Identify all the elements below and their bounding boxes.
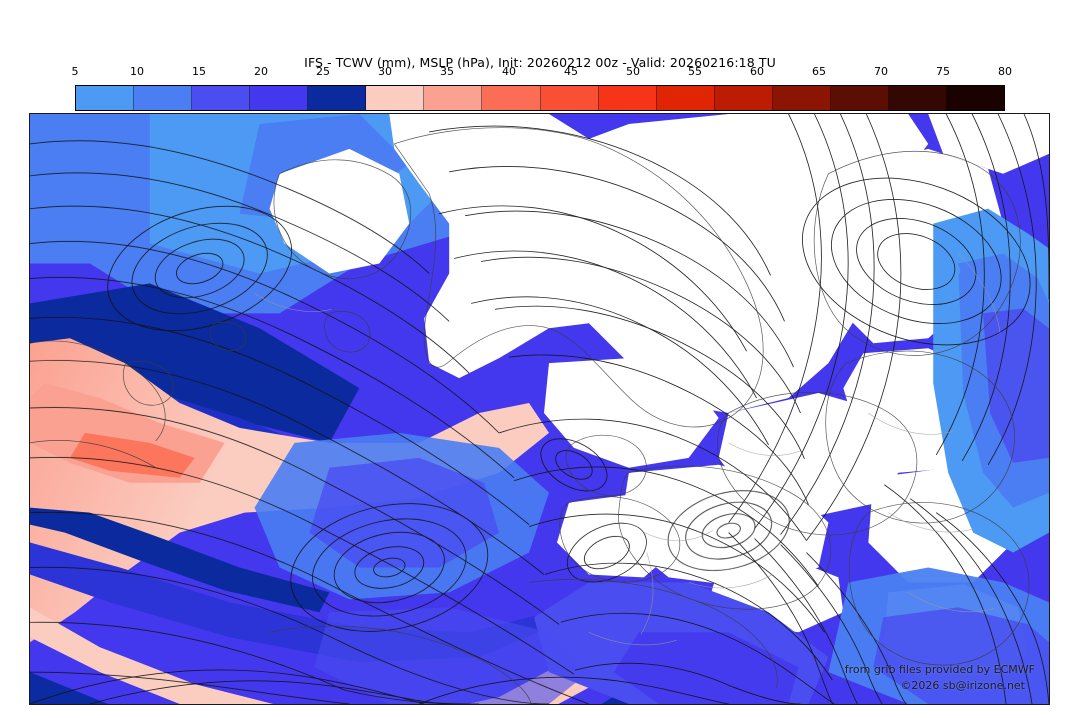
- map-panel[interactable]: from grib files provided by ECMWF ©2026 …: [29, 113, 1050, 705]
- colorbar-tick-70: 70: [874, 65, 889, 78]
- copyright-credit: ©2026 sb@irizone.net: [900, 679, 1025, 692]
- colorbar-tick-55: 55: [688, 65, 703, 78]
- colorbar-tick-labels: 5 10 15 20 25 30 35 40 45 50 55 60 65 70…: [71, 65, 1013, 82]
- colorbar-strip: [75, 85, 1005, 111]
- colorbar-segment-55: [656, 86, 715, 110]
- colorbar-segment-5: [76, 86, 135, 110]
- colorbar-tick-45: 45: [563, 65, 578, 78]
- dry-region-fill: [269, 114, 1049, 688]
- colorbar-tick-20: 20: [254, 65, 268, 78]
- colorbar-segment-25: [308, 86, 367, 110]
- colorbar-tick-15: 15: [191, 65, 206, 78]
- colorbar-segment-30: [366, 86, 425, 110]
- coastlines: [30, 127, 1030, 704]
- data-source-credit: from grib files provided by ECMWF: [844, 663, 1035, 676]
- colorbar-segment-65: [772, 86, 831, 110]
- colorbar-tick-35: 35: [440, 65, 454, 78]
- colorbar-segment-75: [888, 86, 947, 110]
- colorbar: 5 10 15 20 25 30 35 40 45 50 55 60 65 70…: [72, 66, 1012, 111]
- colorbar-tick-5: 5: [71, 65, 79, 78]
- colorbar-segment-10: [134, 86, 193, 110]
- colorbar-segment-60: [714, 86, 773, 110]
- colorbar-tick-30: 30: [377, 65, 392, 78]
- colorbar-tick-25: 25: [316, 65, 331, 78]
- colorbar-segment-20: [250, 86, 309, 110]
- colorbar-segment-50: [598, 86, 657, 110]
- tcwv-mslp-map: [30, 114, 1049, 704]
- colorbar-segment-15: [192, 86, 251, 110]
- country-borders: [254, 253, 1001, 646]
- colorbar-tick-60: 60: [749, 65, 764, 78]
- colorbar-segment-80: [946, 86, 1004, 110]
- colorbar-segment-35: [424, 86, 483, 110]
- colorbar-segment-70: [830, 86, 889, 110]
- colorbar-tick-50: 50: [626, 65, 640, 78]
- colorbar-tick-75: 75: [935, 65, 950, 78]
- colorbar-segment-40: [482, 86, 541, 110]
- colorbar-tick-65: 65: [812, 65, 826, 78]
- colorbar-tick-80: 80: [998, 65, 1012, 78]
- colorbar-segment-45: [540, 86, 599, 110]
- mslp-isobars: [30, 114, 1049, 704]
- page-title: IFS - TCWV (mm), MSLP (hPa), Init: 20260…: [304, 55, 776, 70]
- colorbar-tick-10: 10: [130, 65, 144, 78]
- colorbar-tick-40: 40: [502, 65, 517, 78]
